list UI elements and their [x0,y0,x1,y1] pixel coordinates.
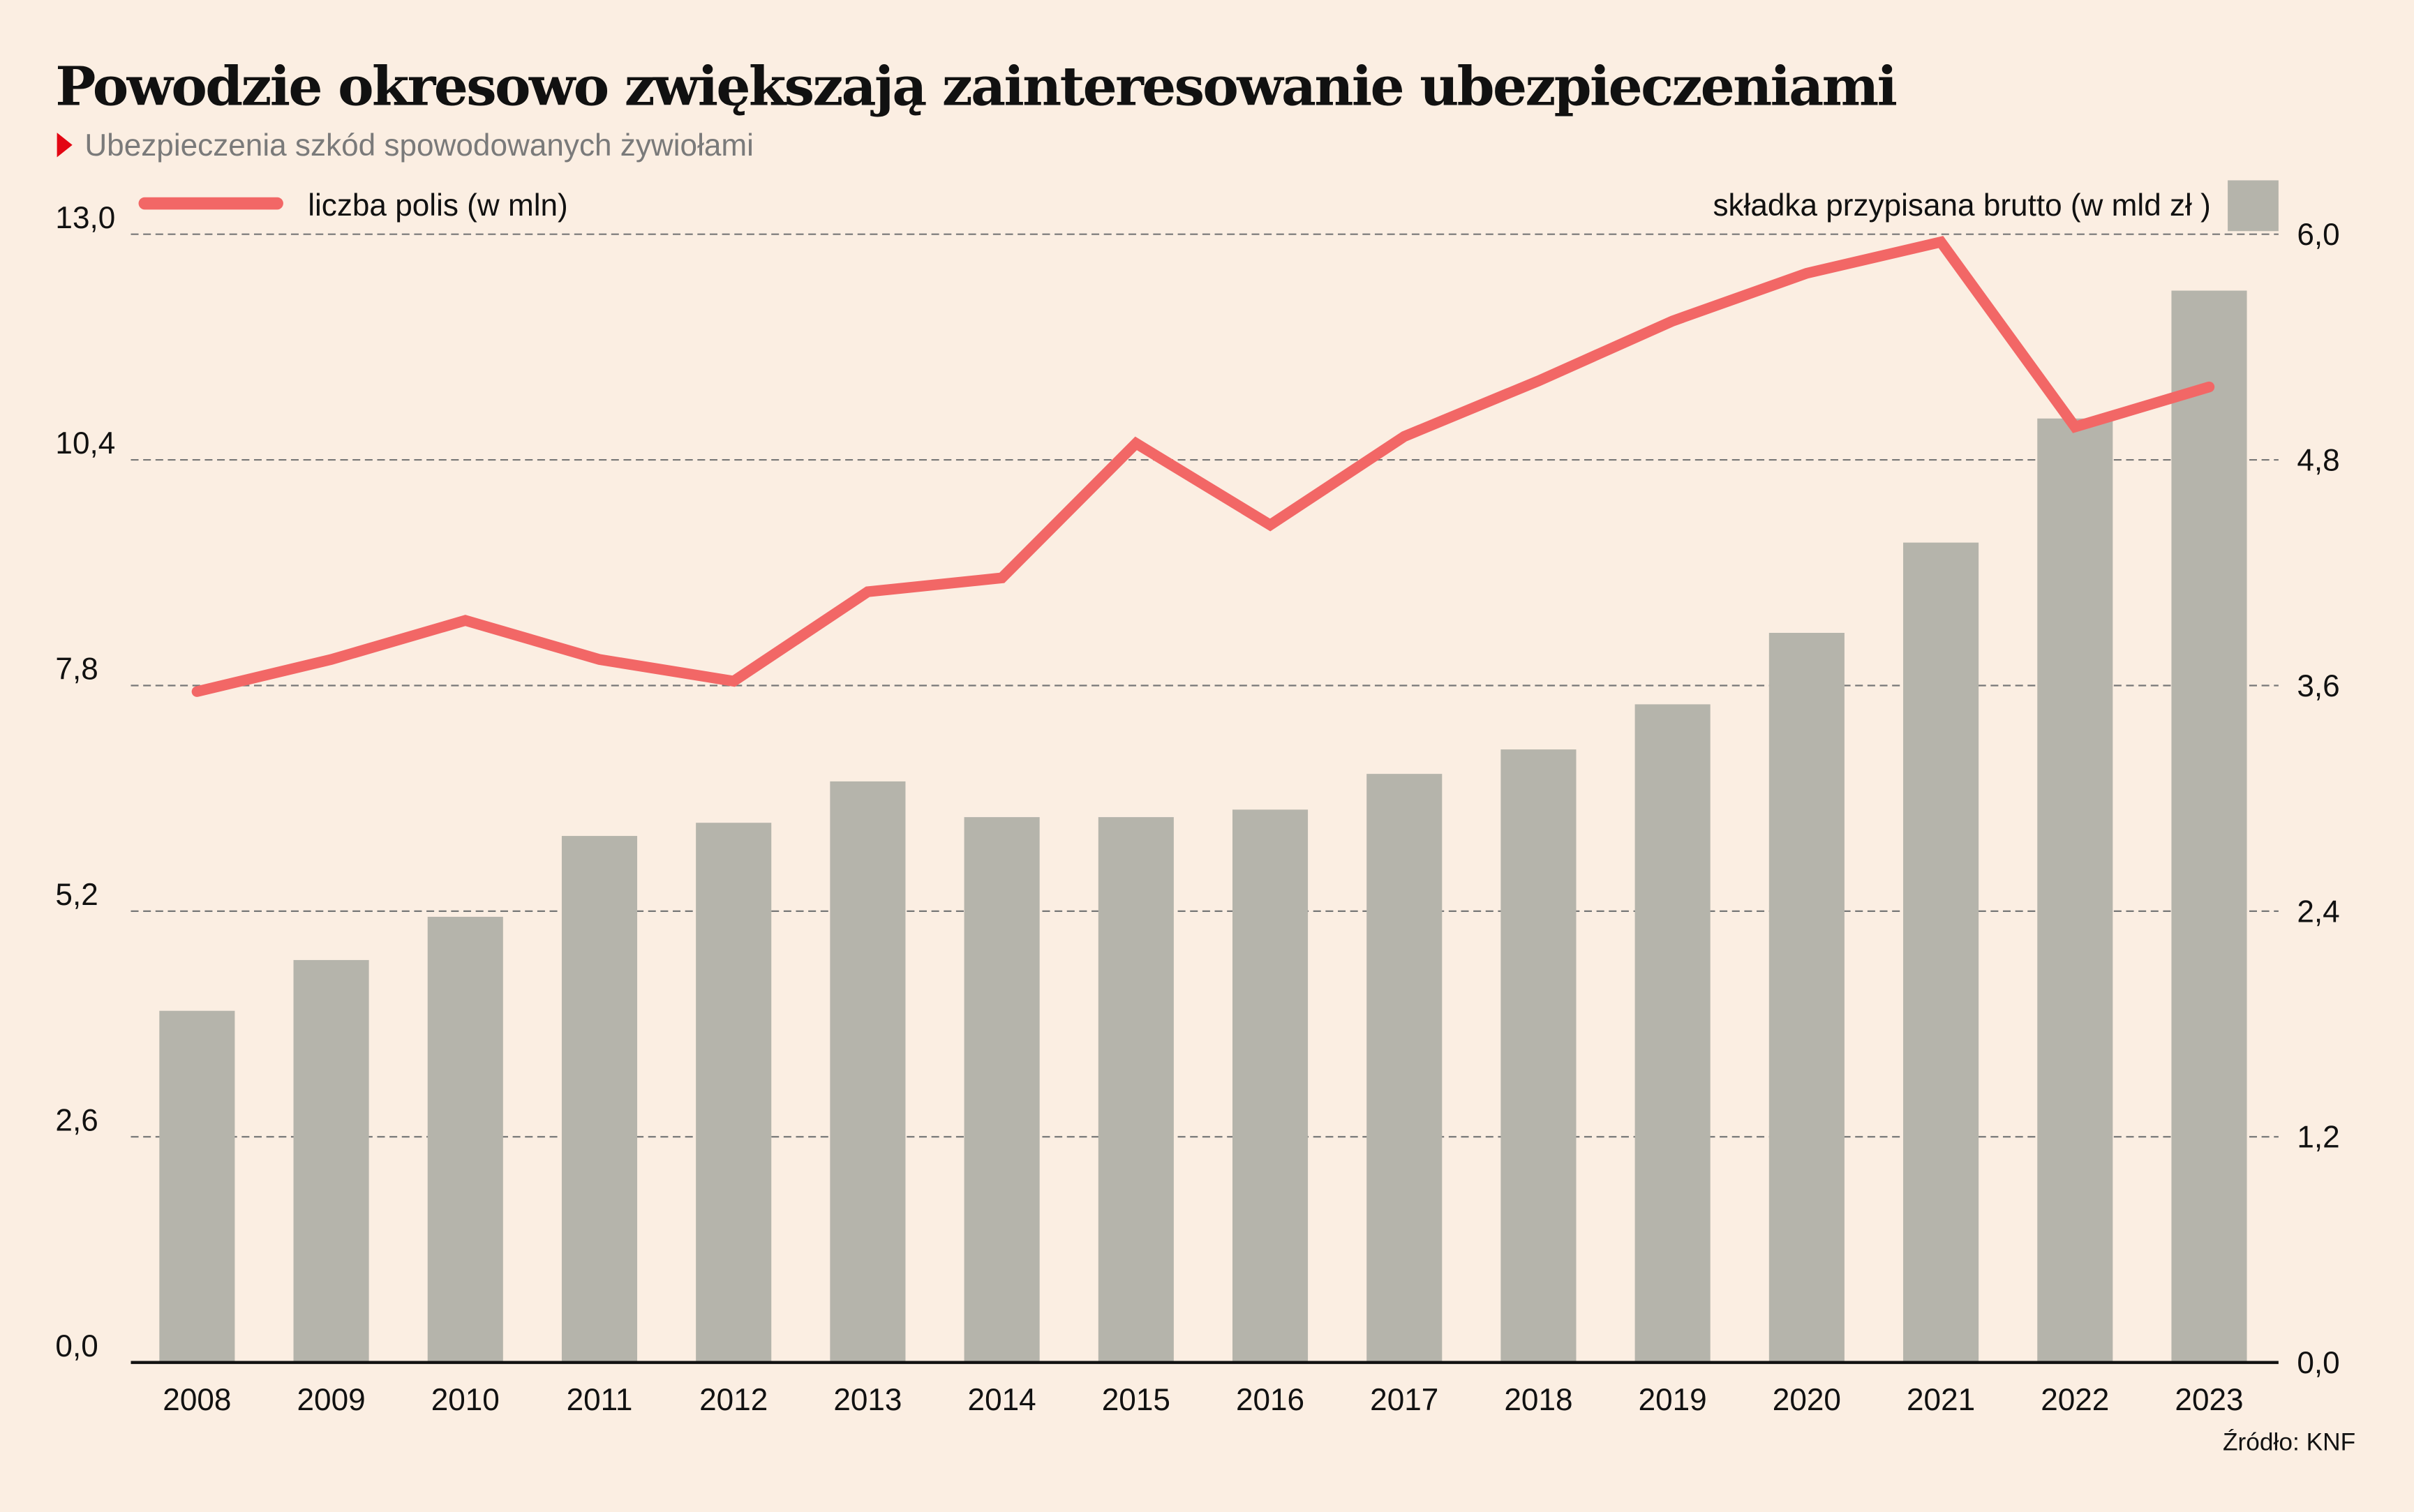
x-axis-tick-label: 2023 [2175,1383,2243,1417]
bar-2011 [561,836,638,1363]
legend-line-label: liczba polis (w mln) [308,188,568,223]
legend-bar-label: składka przypisana brutto (w mld zł ) [1713,188,2210,223]
bar-2020 [1768,633,1845,1363]
left-axis-tick-label: 0,0 [55,1329,98,1363]
x-axis-tick-label: 2008 [163,1383,231,1417]
x-axis-tick-label: 2009 [297,1383,366,1417]
bar-2009 [293,959,369,1363]
left-axis-tick-label: 2,6 [55,1103,98,1137]
right-axis-tick-label: 3,6 [2297,669,2339,703]
right-axis-tick-label: 1,2 [2297,1121,2339,1155]
right-axis-tick-label: 0,0 [2297,1346,2339,1380]
bar-2014 [964,817,1040,1363]
bar-2018 [1500,749,1577,1363]
x-axis-tick-label: 2012 [699,1383,768,1417]
bar-2016 [1232,809,1309,1363]
subtitle-marker-icon [57,133,73,158]
bar-2013 [830,781,906,1363]
left-axis-tick-label: 13,0 [55,201,115,235]
bar-2015 [1098,817,1174,1363]
chart-subtitle: Ubezpieczenia szkód spowodowanych żywioł… [84,128,754,163]
chart-title: Powodzie okresowo zwiększają zainteresow… [55,55,1896,118]
x-axis-tick-label: 2016 [1236,1383,1304,1417]
bar-2008 [159,1010,235,1363]
right-axis-tick-label: 4,8 [2297,444,2339,478]
right-axis-tick-label: 6,0 [2297,218,2339,252]
left-axis-tick-label: 5,2 [55,878,98,912]
x-axis-tick-label: 2011 [567,1383,633,1417]
x-axis-tick-label: 2019 [1639,1383,1707,1417]
x-axis-tick-label: 2010 [431,1383,500,1417]
source-note: Źródło: KNF [2223,1428,2355,1455]
x-axis-tick-label: 2021 [1907,1383,1975,1417]
x-axis-tick-label: 2018 [1504,1383,1572,1417]
line-series-liczba-polis [191,236,2215,697]
bar-2017 [1366,774,1443,1363]
bar-2022 [2037,418,2113,1363]
bar-2021 [1903,542,1979,1363]
left-axis-tick-label: 10,4 [55,426,115,461]
right-axis-tick-label: 2,4 [2297,895,2339,929]
bar-2012 [696,823,772,1363]
legend-bar-swatch [2228,180,2279,232]
x-axis-tick-label: 2022 [2041,1383,2109,1417]
x-axis-tick-label: 2020 [1773,1383,1841,1417]
left-axis-tick-label: 7,8 [55,652,98,687]
x-axis-tick-label: 2014 [968,1383,1036,1417]
x-axis-tick-label: 2017 [1370,1383,1438,1417]
x-axis-tick-label: 2013 [833,1383,902,1417]
x-axis-tick-label: 2015 [1102,1383,1170,1417]
bar-2019 [1634,704,1711,1363]
bar-2010 [427,916,503,1363]
bar-2023 [2171,290,2247,1363]
